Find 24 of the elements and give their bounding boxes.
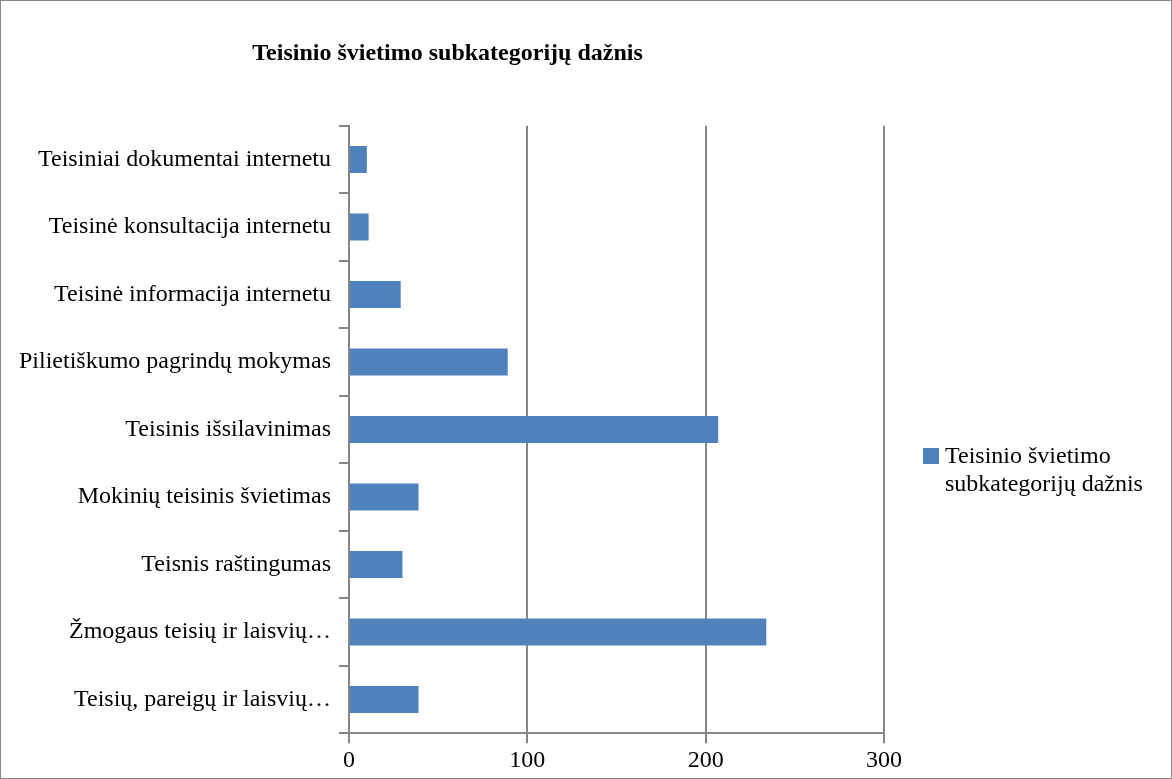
bar <box>349 348 508 376</box>
y-tick-label: Teisių, pareigų ir laisvių… <box>74 684 331 711</box>
legend-label: Teisinio švietimo subkategorijų dažnis <box>945 441 1144 497</box>
bar <box>349 483 419 511</box>
y-tick-label: Mokinių teisinis švietimas <box>77 482 331 509</box>
y-tick-label: Teisinė konsultacija internetu <box>48 212 331 239</box>
bar <box>349 685 419 713</box>
y-tick-label: Teisiniai dokumentai internetu <box>38 144 331 171</box>
y-tick-label: Teisinis išsilavinimas <box>125 414 331 441</box>
bar <box>349 281 401 309</box>
chart-title: Teisinio švietimo subkategorijų dažnis <box>252 38 643 65</box>
x-tick-label: 100 <box>509 745 546 772</box>
bar <box>349 618 767 646</box>
y-tick-label: Teisnis raštingumas <box>141 549 331 576</box>
bar <box>349 213 369 241</box>
x-tick-label: 300 <box>866 745 902 772</box>
bar <box>349 146 367 174</box>
bar <box>349 416 719 443</box>
bar <box>349 550 403 578</box>
y-tick-label: Pilietiškumo pagrindų mokymas <box>18 347 331 374</box>
y-tick-label: Teisinė informacija internetu <box>54 279 331 306</box>
y-tick-label: Žmogaus teisių ir laisvių… <box>69 617 331 644</box>
x-tick-label: 200 <box>687 745 724 772</box>
x-tick-label: 0 <box>342 745 355 772</box>
